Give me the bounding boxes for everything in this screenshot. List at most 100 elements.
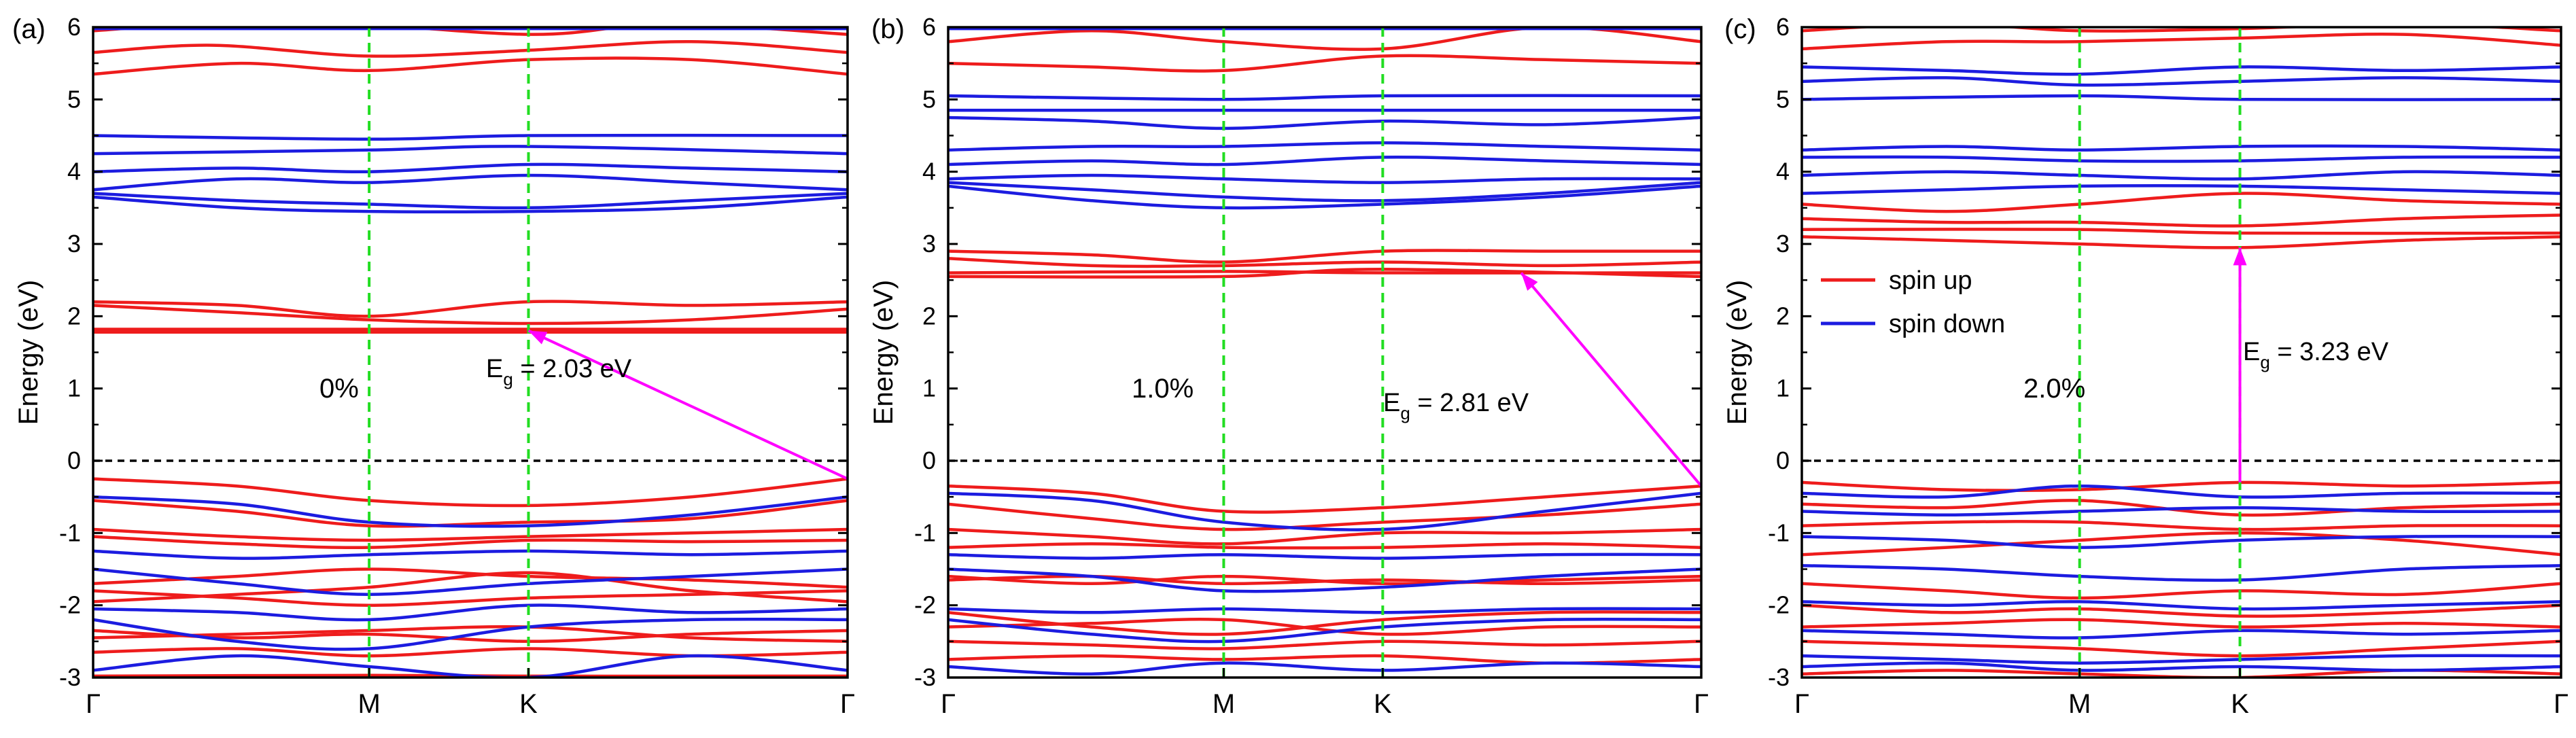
- gap-label-value: = 2.03 eV: [513, 355, 632, 383]
- y-tick-label: 2: [922, 302, 936, 330]
- band-spin-down-14: [1802, 654, 2561, 665]
- panel-3: -3 -2 -1 0 1 2 3 4 5 6 Γ M K Γ Energy (eV) (c) 2.0% Eg = …: [1722, 13, 2569, 719]
- band-spin-down-12: [1802, 600, 2561, 611]
- band-spin-up-7: [1802, 480, 2561, 493]
- band-spin-up-3: [93, 27, 848, 36]
- panel-label: (a): [12, 14, 46, 44]
- gap-label-symbol: E: [2243, 338, 2260, 366]
- band-spin-up-15: [93, 629, 848, 644]
- legend-label-spin-down: spin down: [1889, 310, 2005, 338]
- gap-arrow-head: [1521, 273, 1538, 291]
- y-tick-label: 6: [67, 13, 81, 41]
- y-tick-label: 3: [922, 230, 936, 258]
- band-spin-up-13: [1802, 618, 2561, 629]
- band-spin-up-10: [1802, 531, 2561, 557]
- y-tick-label: -3: [1768, 663, 1790, 691]
- gap-label-subscript: g: [503, 369, 512, 389]
- band-spin-up-15: [948, 639, 1701, 650]
- band-spin-up-14: [1802, 639, 2561, 658]
- gap-arrow: [1520, 272, 1703, 487]
- x-tick-label-2: M: [2068, 689, 2091, 719]
- y-tick-label: -2: [914, 591, 936, 619]
- band-spin-up-1: [1802, 33, 2561, 51]
- band-spin-down-13: [1802, 629, 2561, 639]
- band-spin-up-1: [93, 56, 848, 76]
- band-spin-down-12: [93, 617, 848, 651]
- y-tick-label: 4: [922, 158, 936, 186]
- gap-label-subscript: g: [1400, 403, 1410, 423]
- y-tick-label: 4: [67, 158, 81, 186]
- band-spin-up-8: [93, 477, 848, 508]
- band-spin-down-6: [1802, 170, 2561, 181]
- y-tick-label: -3: [59, 663, 81, 691]
- gap-label-symbol: E: [486, 355, 503, 383]
- y-tick-label: 5: [67, 85, 81, 113]
- x-tick-label-1: Γ: [941, 689, 956, 719]
- band-spin-up-3: [1802, 192, 2561, 213]
- band-spin-down-5: [93, 192, 848, 210]
- y-tick-label: -1: [1768, 519, 1790, 546]
- band-spin-down-12: [948, 567, 1701, 593]
- y-tick-label: 5: [922, 85, 936, 113]
- y-axis-label: Energy (eV): [14, 280, 43, 425]
- y-tick-label: 2: [67, 302, 81, 330]
- band-spin-down-2: [948, 116, 1701, 130]
- band-spin-up-9: [948, 527, 1701, 546]
- band-spin-down-7: [948, 184, 1701, 210]
- band-spin-up-2: [1802, 27, 2561, 33]
- x-tick-label-2: M: [1213, 689, 1235, 719]
- x-tick-label-4: Γ: [1694, 689, 1709, 719]
- band-spin-down-10: [93, 567, 848, 596]
- band-spin-up-16: [93, 625, 848, 644]
- y-tick-label: 1: [67, 374, 81, 402]
- band-spin-up-6: [1802, 235, 2561, 249]
- gap-arrow: [527, 329, 848, 480]
- gap-label-value: = 3.23 eV: [2270, 338, 2389, 366]
- band-spin-down-8: [1802, 484, 2561, 499]
- band-spin-down-13: [93, 654, 848, 678]
- x-tick-label-4: Γ: [840, 689, 855, 719]
- band-spin-down-1: [1802, 65, 2561, 76]
- y-tick-label: 3: [1776, 230, 1790, 258]
- band-spin-down-11: [948, 552, 1701, 560]
- band-spin-up-11: [1802, 582, 2561, 600]
- band-spin-up-10: [948, 542, 1701, 550]
- y-tick-label: -1: [59, 519, 81, 546]
- y-tick-label: 6: [1776, 13, 1790, 41]
- band-spin-down-3: [948, 141, 1701, 152]
- band-spin-up-13: [948, 610, 1701, 636]
- x-tick-label-3: K: [1374, 689, 1392, 719]
- y-tick-label: 4: [1776, 158, 1790, 186]
- y-axis-label: Energy (eV): [869, 280, 899, 425]
- strain-label: 0%: [319, 374, 359, 404]
- y-tick-label: 1: [1776, 374, 1790, 402]
- band-spin-up-2: [93, 40, 848, 58]
- strain-label: 2.0%: [2023, 374, 2085, 404]
- gap-label: Eg = 3.23 eV: [2243, 338, 2389, 372]
- band-spin-down-8: [948, 94, 1701, 101]
- band-spin-down-15: [948, 661, 1701, 675]
- gap-arrow-head: [2233, 247, 2247, 266]
- band-spin-down-9: [93, 549, 848, 560]
- band-spin-up-4: [948, 257, 1701, 268]
- strain-label: 1.0%: [1132, 374, 1194, 404]
- legend-label-spin-up: spin up: [1889, 266, 1972, 295]
- band-spin-down-4: [1802, 144, 2561, 152]
- band-spin-up-10: [93, 527, 848, 542]
- band-spin-up-12: [1802, 603, 2561, 618]
- band-spin-down-5: [1802, 155, 2561, 163]
- y-tick-label: 5: [1776, 85, 1790, 113]
- panel-2: -3 -2 -1 0 1 2 3 4 5 6 Γ M K Γ Energy (eV) (b) 1.0% Eg = …: [869, 13, 1709, 719]
- band-spin-down-7: [1802, 183, 2561, 195]
- band-spin-down-4: [948, 156, 1701, 166]
- legend: spin up spin down: [1821, 266, 2005, 338]
- band-spin-up-5: [1802, 228, 2561, 235]
- band-spin-down-11: [1802, 563, 2561, 582]
- band-spin-up-11: [93, 535, 848, 549]
- y-tick-label: 3: [67, 230, 81, 258]
- gap-label: Eg = 2.81 eV: [1383, 389, 1529, 423]
- band-spin-down-8: [93, 495, 848, 528]
- band-spin-up-9: [1802, 520, 2561, 531]
- band-spin-down-9: [1802, 506, 2561, 517]
